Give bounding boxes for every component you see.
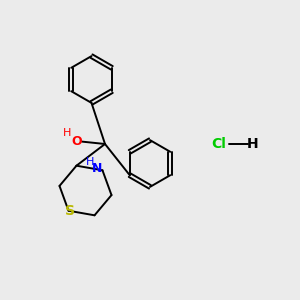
Text: H: H [86,157,94,167]
Text: H: H [63,128,71,138]
Text: S: S [65,204,75,218]
Text: Cl: Cl [212,137,226,151]
Text: H: H [247,137,258,151]
Text: N: N [92,162,102,175]
Text: O: O [71,135,82,148]
